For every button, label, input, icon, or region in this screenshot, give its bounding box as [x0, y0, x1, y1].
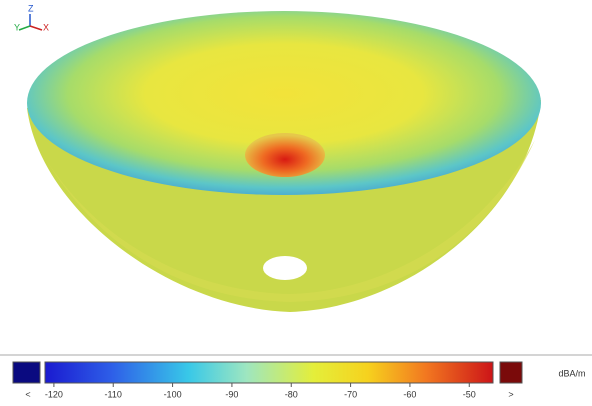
over-swatch: [500, 362, 522, 383]
tick-label: -70: [344, 389, 357, 399]
tick-label: -60: [403, 389, 416, 399]
under-swatch: [13, 362, 40, 383]
hotspot: [245, 133, 325, 177]
tick-label: -110: [105, 389, 122, 399]
tick-label: -80: [285, 389, 298, 399]
z-label: Z: [28, 3, 34, 13]
tick-label: -100: [164, 389, 182, 399]
over-label: >: [508, 389, 513, 399]
under-label: <: [25, 389, 30, 399]
tick-label: -50: [463, 389, 476, 399]
dish: [27, 11, 541, 312]
colorbar: [45, 362, 493, 383]
page: Y Z X < > dBA/m -120 -110 -100 -90 -80 -70 -60…: [0, 0, 592, 401]
axes-triad: Y Z X: [14, 3, 49, 32]
unit-label: dBA/m: [558, 368, 585, 378]
viewer: Y Z X < > dBA/m -120 -110 -100 -90 -80 -70 -60…: [0, 0, 592, 401]
tick-label: -90: [225, 389, 238, 399]
x-label: X: [43, 22, 49, 32]
hole: [263, 256, 307, 280]
tick-label: -120: [45, 389, 63, 399]
y-axis: [19, 26, 30, 30]
y-label: Y: [14, 22, 20, 32]
x-axis: [30, 26, 42, 30]
